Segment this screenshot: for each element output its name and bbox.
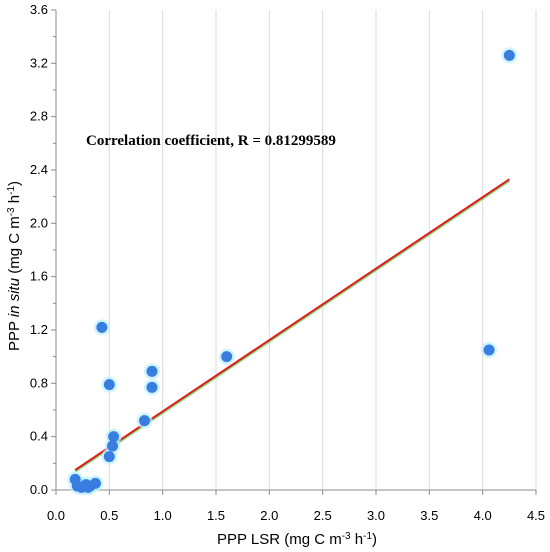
trendline-shadow (74, 180, 510, 473)
y-tick-label: 2.8 (30, 109, 48, 124)
x-tick-label: 4.0 (474, 508, 492, 523)
x-axis-title: PPP LSR (mg C m-3 h-1) (217, 531, 377, 549)
x-tick-label: 4.5 (527, 508, 545, 523)
x-tick-label: 0.5 (100, 508, 118, 523)
y-tick-label: 2.4 (30, 162, 48, 177)
data-point (146, 381, 158, 393)
data-point (96, 321, 108, 333)
data-point (483, 344, 495, 356)
x-tick-label: 1.0 (154, 508, 172, 523)
data-point (139, 415, 151, 427)
data-point (89, 477, 101, 489)
x-tick-label: 3.5 (420, 508, 438, 523)
y-tick-label: 0.8 (30, 375, 48, 390)
x-tick-label: 2.5 (314, 508, 332, 523)
y-axis-title: PPP in situ (mg C m-3 h-1) (6, 181, 24, 351)
y-tick-label: 0.0 (30, 482, 48, 497)
axis-ticks: 0.0 0.5 1.0 1.5 2.0 2.5 3.0 3.5 4.0 4.5 0.0 0.4 0.8 1… (30, 2, 545, 523)
data-point (221, 351, 233, 363)
data-point (107, 440, 119, 452)
y-tick-label: 3.6 (30, 2, 48, 17)
y-tick-label: 0.4 (30, 429, 48, 444)
data-point (503, 49, 515, 61)
x-tick-label: 0.0 (47, 508, 65, 523)
data-points (67, 47, 518, 496)
data-point (108, 431, 120, 443)
data-point (103, 379, 115, 391)
data-point (103, 451, 115, 463)
grid (108, 10, 537, 490)
trendline (74, 178, 510, 473)
y-tick-label: 3.2 (30, 55, 48, 70)
x-tick-label: 2.0 (260, 508, 278, 523)
y-tick-label: 1.6 (30, 269, 48, 284)
x-tick-label: 1.5 (207, 508, 225, 523)
y-tick-label: 1.2 (30, 322, 48, 337)
y-tick-label: 2.0 (30, 215, 48, 230)
x-tick-label: 3.0 (367, 508, 385, 523)
data-point (146, 365, 158, 377)
correlation-annotation: Correlation coefficient, R = 0.81299589 (86, 133, 336, 149)
